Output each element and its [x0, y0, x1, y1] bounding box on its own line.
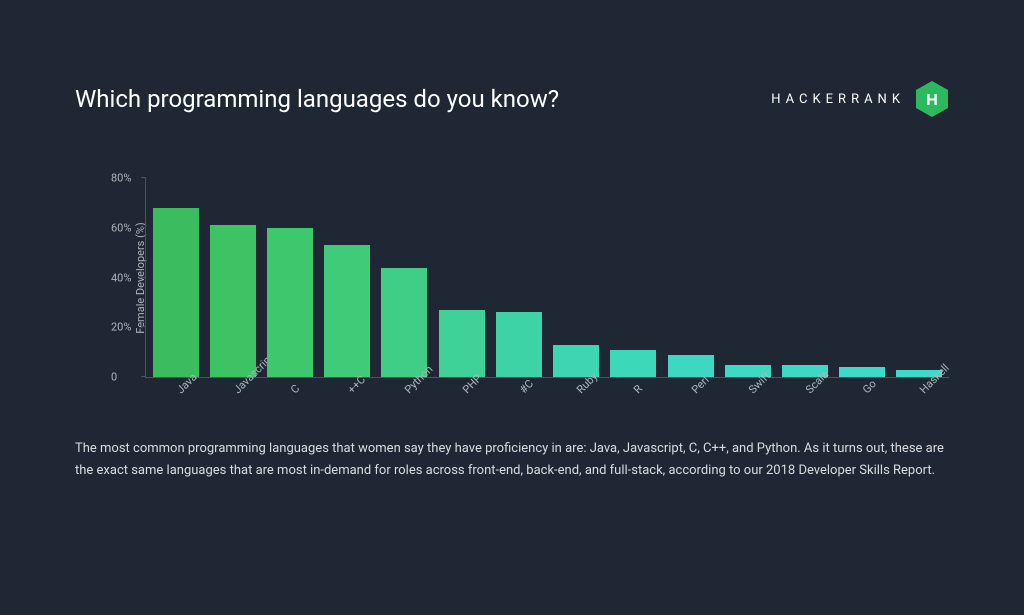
bar-column: R [610, 178, 657, 377]
bar-column: Python [381, 178, 428, 377]
brand-logo: HACKERRANK H [771, 80, 949, 118]
bar-column: PHP [438, 178, 485, 377]
y-tick-mark [141, 227, 146, 228]
bar [496, 312, 542, 377]
header: Which programming languages do you know?… [75, 80, 949, 118]
bar [668, 355, 714, 377]
brand-text: HACKERRANK [771, 92, 905, 107]
bars-container: JavaJavascriptCC++PythonPHPC#RubyRPerlSw… [146, 178, 949, 377]
bar-column: Perl [667, 178, 714, 377]
y-tick-label: 80% [111, 172, 131, 185]
bar-column: Scala [781, 178, 828, 377]
y-tick-mark [141, 326, 146, 327]
bar [210, 225, 256, 377]
y-tick-label: 0 [111, 371, 117, 384]
chart-plot: JavaJavascriptCC++PythonPHPC#RubyRPerlSw… [145, 178, 949, 378]
x-tick-label: Haskell [917, 361, 952, 396]
bar [153, 208, 199, 377]
bar [839, 367, 885, 377]
bar-column: Swift [724, 178, 771, 377]
bar-column: Haskell [896, 178, 943, 377]
y-tick-label: 60% [111, 221, 131, 234]
y-tick-mark [141, 376, 146, 377]
bar-column: Go [839, 178, 886, 377]
page-title: Which programming languages do you know? [75, 85, 559, 113]
bar-column: C [266, 178, 313, 377]
bar [324, 245, 370, 377]
y-tick-mark [141, 177, 146, 178]
bar [439, 310, 485, 377]
x-tick-label: R [631, 382, 645, 396]
bar-column: Ruby [553, 178, 600, 377]
svg-text:H: H [926, 92, 938, 109]
description-text: The most common programming languages th… [75, 438, 949, 482]
bar-column: Javascript [209, 178, 256, 377]
x-tick-label: C [288, 382, 302, 396]
x-tick-label: Go [860, 377, 879, 396]
bar [610, 350, 656, 377]
bar [267, 228, 313, 377]
hackerrank-hex-icon: H [915, 80, 949, 118]
y-tick-mark [141, 277, 146, 278]
chart-area: Female Developers (%) JavaJavascriptCC++… [115, 178, 949, 378]
page-container: Which programming languages do you know?… [0, 0, 1024, 522]
bar [381, 268, 427, 377]
x-tick-label: C# [517, 377, 536, 396]
bar-column: Java [152, 178, 199, 377]
y-tick-label: 40% [111, 271, 131, 284]
bar-column: C# [495, 178, 542, 377]
bar-column: C++ [324, 178, 371, 377]
y-tick-label: 20% [111, 321, 131, 334]
